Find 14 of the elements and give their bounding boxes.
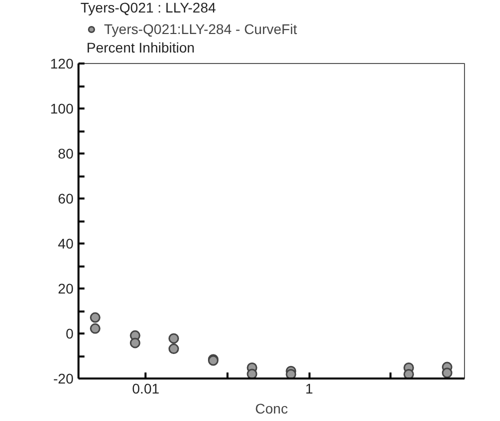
y-tick-label: 80	[58, 146, 74, 162]
y-tick-label: 120	[50, 56, 74, 72]
y-axis-title: Percent Inhibition	[86, 40, 195, 56]
y-tick-label: 40	[58, 236, 74, 252]
chart-title: Tyers-Q021 : LLY-284	[80, 0, 216, 16]
y-tick-label: 100	[50, 100, 74, 116]
y-tick-label: 0	[66, 326, 74, 342]
legend-label: Tyers-Q021:LLY-284 - CurveFit	[104, 21, 297, 37]
y-tick-label: 60	[58, 190, 74, 206]
x-tick-label: 1	[305, 380, 314, 396]
y-tick-label: -20	[53, 370, 74, 386]
x-tick-label: 0.01	[132, 380, 160, 396]
x-axis-title: Conc	[255, 400, 288, 416]
y-tick-label: 20	[58, 280, 74, 296]
